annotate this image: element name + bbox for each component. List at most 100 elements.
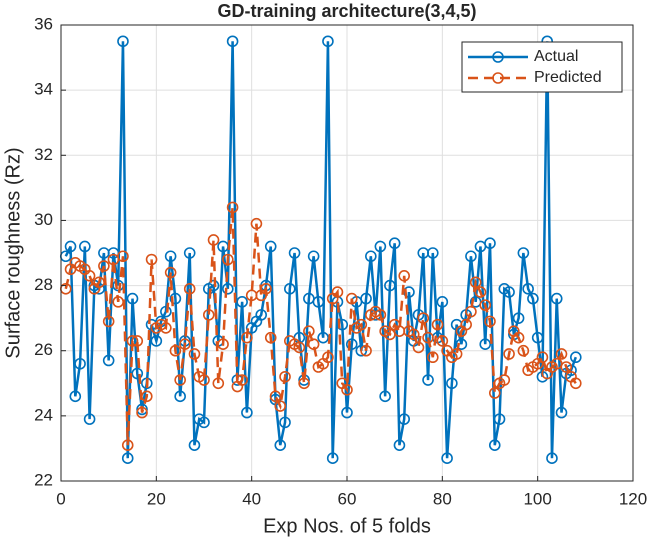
data-point [198, 416, 210, 429]
data-point [398, 269, 411, 282]
data-point [183, 283, 196, 295]
data-point [307, 250, 320, 263]
data-point [436, 335, 449, 347]
x-tick-label: 0 [56, 489, 65, 508]
y-tick-label: 36 [34, 14, 53, 33]
data-point [131, 367, 144, 380]
data-point [169, 344, 182, 357]
data-point [360, 344, 372, 357]
data-point [469, 276, 482, 289]
data-point [426, 351, 439, 364]
data-point [241, 331, 253, 344]
y-axis-label: Surface roughness (Rz) [2, 147, 24, 358]
data-point [241, 406, 253, 419]
data-point [131, 335, 144, 347]
data-point [226, 35, 239, 48]
data-point [121, 439, 134, 451]
data-point [217, 338, 229, 351]
data-point [374, 309, 387, 321]
data-point [522, 283, 534, 295]
data-point [264, 240, 277, 253]
data-point [450, 348, 463, 360]
data-point [365, 250, 377, 263]
data-point [374, 240, 387, 253]
data-point [322, 351, 334, 364]
data-point [355, 318, 368, 331]
data-point [64, 240, 77, 253]
data-point [388, 237, 401, 250]
data-point [345, 338, 358, 351]
data-point [379, 390, 391, 403]
chart-title: GD-training architecture(3,4,5) [217, 1, 476, 21]
data-point [236, 374, 248, 386]
data-point [260, 283, 272, 295]
data-point [484, 237, 496, 250]
data-point [207, 279, 220, 292]
data-point [417, 312, 430, 324]
data-point [207, 234, 220, 246]
data-point [550, 292, 563, 305]
data-point [264, 331, 277, 344]
data-point [83, 413, 96, 425]
data-point [512, 312, 525, 324]
y-tick-label: 30 [34, 210, 53, 229]
data-point [117, 35, 129, 48]
legend-label: Actual [534, 48, 578, 65]
data-point [384, 279, 396, 292]
data-point [307, 338, 320, 351]
data-point [188, 439, 201, 451]
y-tick-label: 32 [34, 145, 53, 164]
data-point [488, 387, 501, 399]
data-point [560, 361, 573, 373]
data-point [298, 377, 310, 390]
data-point [102, 354, 115, 367]
data-point [236, 296, 248, 308]
data-point [212, 377, 225, 390]
data-point [436, 296, 449, 308]
data-point [279, 416, 291, 429]
data-point [527, 292, 539, 305]
data-point [455, 338, 468, 351]
data-point [136, 403, 148, 416]
data-point [412, 341, 425, 354]
data-point [69, 390, 82, 403]
data-point [222, 283, 234, 295]
data-point [250, 217, 263, 230]
x-tick-label: 40 [242, 489, 261, 508]
series-line [64, 207, 577, 446]
data-point [512, 331, 525, 344]
data-point [431, 318, 444, 331]
legend-label: Predicted [534, 69, 602, 86]
data-point [517, 344, 530, 357]
data-point [164, 266, 177, 279]
data-point [83, 269, 96, 282]
data-point [345, 292, 358, 305]
legend-marker [492, 51, 504, 63]
data-point [222, 253, 234, 266]
data-point [145, 253, 158, 266]
data-point [331, 286, 344, 298]
y-tick-label: 24 [34, 405, 53, 424]
data-point [279, 370, 291, 383]
data-point [322, 35, 334, 48]
data-point [531, 331, 544, 344]
data-point [164, 250, 177, 263]
data-point [288, 247, 301, 259]
data-point [274, 439, 287, 451]
data-point [493, 413, 506, 425]
data-point [160, 305, 172, 318]
data-point [341, 406, 353, 419]
data-point [426, 247, 439, 259]
data-point [93, 276, 105, 289]
y-tick-label: 28 [34, 275, 53, 294]
data-point [569, 351, 582, 364]
data-point [460, 318, 472, 331]
data-point [503, 348, 515, 360]
data-point [102, 315, 115, 328]
data-point [74, 357, 86, 370]
data-point [360, 292, 372, 305]
x-tick-label: 20 [147, 489, 166, 508]
data-point [269, 390, 282, 403]
data-point [283, 283, 296, 295]
data-point [117, 250, 129, 263]
